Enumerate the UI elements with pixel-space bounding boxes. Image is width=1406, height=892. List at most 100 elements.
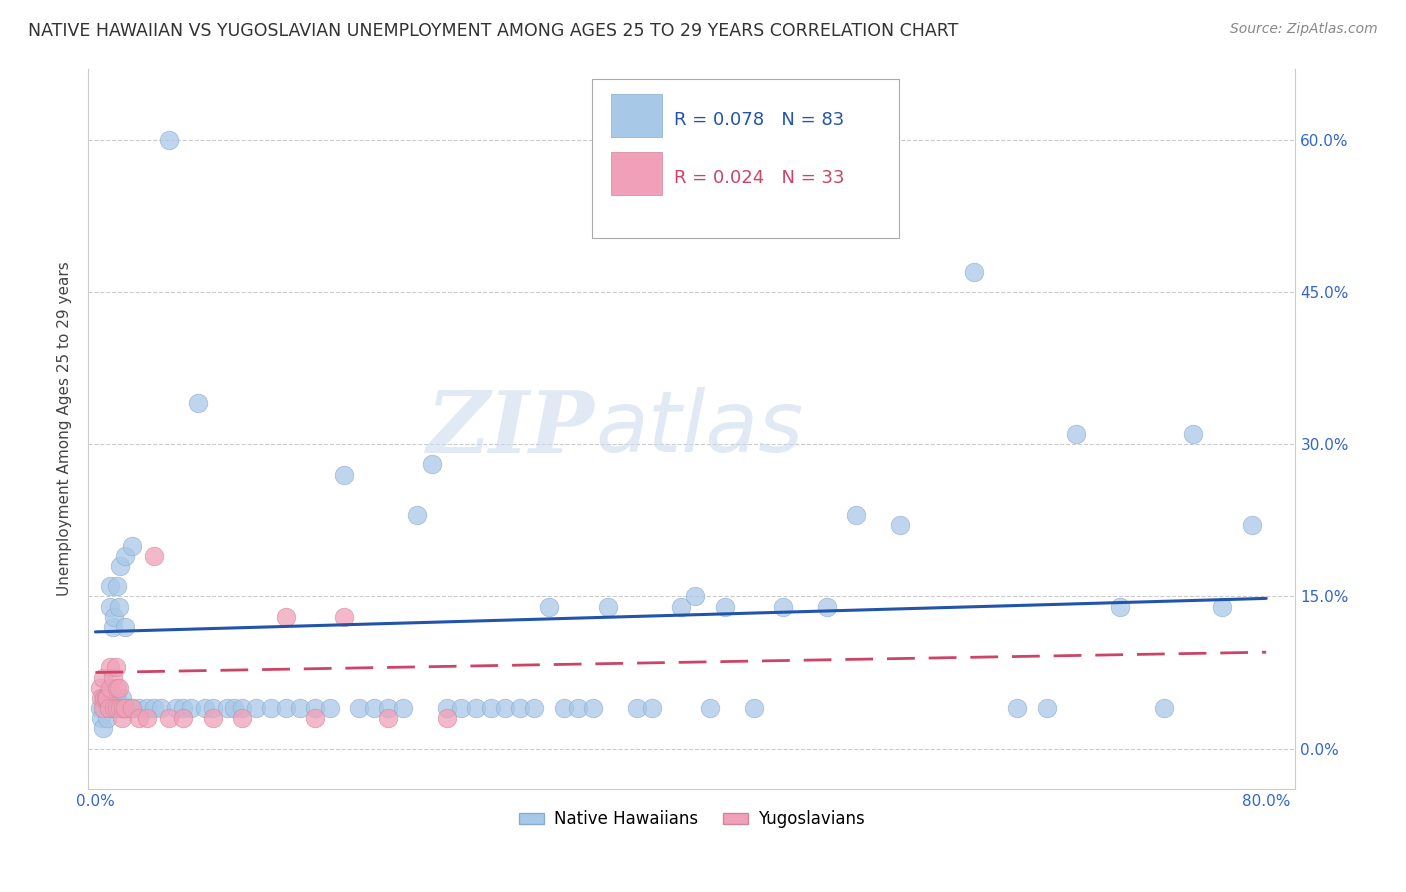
Point (97, 701, 120, 715)
Point (1153, 701, 1175, 715)
Point (98, 660, 121, 674)
Point (406, 508, 429, 523)
Point (96, 690, 118, 705)
Point (1035, 701, 1057, 715)
Point (89, 701, 111, 715)
Point (90, 690, 112, 705)
Point (742, 701, 765, 715)
FancyBboxPatch shape (612, 95, 662, 137)
Point (436, 711, 458, 725)
Point (479, 701, 502, 715)
Point (172, 711, 194, 725)
Point (112, 701, 135, 715)
Point (217, 701, 239, 715)
Point (110, 558, 132, 573)
Point (377, 701, 399, 715)
Point (93, 701, 115, 715)
Point (135, 711, 157, 725)
Text: atlas: atlas (595, 387, 803, 470)
Point (121, 701, 143, 715)
FancyBboxPatch shape (612, 153, 662, 194)
Point (318, 701, 340, 715)
Point (274, 701, 297, 715)
Point (107, 681, 129, 695)
Point (391, 701, 413, 715)
Point (180, 701, 202, 715)
Point (96, 711, 118, 725)
Point (117, 701, 139, 715)
Point (101, 620, 124, 634)
Point (121, 539, 143, 553)
Point (91, 671, 114, 685)
Point (962, 264, 984, 278)
Point (108, 599, 131, 614)
Point (143, 549, 166, 563)
Point (98, 599, 121, 614)
Point (143, 701, 166, 715)
Point (363, 701, 385, 715)
Legend: Native Hawaiians, Yugoslavians: Native Hawaiians, Yugoslavians (512, 804, 872, 835)
Point (107, 701, 129, 715)
Point (567, 701, 589, 715)
Point (101, 671, 124, 685)
Point (436, 701, 458, 715)
Point (815, 599, 838, 614)
Point (260, 701, 283, 715)
Point (523, 701, 546, 715)
Point (274, 609, 297, 624)
Point (640, 701, 662, 715)
Text: Source: ZipAtlas.com: Source: ZipAtlas.com (1230, 22, 1378, 37)
Point (107, 690, 129, 705)
Point (626, 701, 648, 715)
Point (104, 690, 127, 705)
Point (889, 518, 911, 533)
FancyBboxPatch shape (592, 79, 900, 238)
Point (98, 681, 121, 695)
Point (172, 701, 194, 715)
Point (772, 599, 794, 614)
Point (94, 690, 117, 705)
Point (97, 701, 120, 715)
Point (290, 701, 312, 715)
Point (582, 701, 605, 715)
Point (420, 458, 443, 472)
Point (91, 690, 114, 705)
Point (224, 701, 246, 715)
Point (114, 549, 136, 563)
Point (114, 701, 136, 715)
Point (231, 701, 253, 715)
Point (104, 660, 127, 674)
Point (108, 681, 131, 695)
Point (111, 690, 134, 705)
Point (1240, 518, 1263, 533)
Point (333, 467, 356, 482)
Point (114, 620, 136, 634)
Point (596, 599, 619, 614)
Point (91, 721, 114, 735)
Point (128, 701, 150, 715)
Point (1007, 701, 1029, 715)
Point (669, 599, 692, 614)
Point (377, 711, 399, 725)
Point (304, 711, 326, 725)
Text: R = 0.024   N = 33: R = 0.024 N = 33 (673, 169, 844, 186)
Point (121, 701, 143, 715)
Point (157, 132, 180, 146)
Y-axis label: Unemployment Among Ages 25 to 29 years: Unemployment Among Ages 25 to 29 years (58, 261, 72, 596)
Point (103, 609, 125, 624)
Text: R = 0.078   N = 83: R = 0.078 N = 83 (673, 111, 844, 129)
Point (103, 701, 125, 715)
Text: NATIVE HAWAIIAN VS YUGOSLAVIAN UNEMPLOYMENT AMONG AGES 25 TO 29 YEARS CORRELATIO: NATIVE HAWAIIAN VS YUGOSLAVIAN UNEMPLOYM… (28, 22, 959, 40)
Point (538, 599, 561, 614)
Text: ZIP: ZIP (427, 387, 595, 471)
Point (699, 701, 721, 715)
Point (110, 701, 132, 715)
Point (845, 508, 868, 523)
Point (111, 711, 134, 725)
Point (98, 579, 121, 593)
Point (347, 701, 370, 715)
Point (509, 701, 531, 715)
Point (194, 701, 217, 715)
Point (90, 711, 112, 725)
Point (685, 590, 707, 604)
